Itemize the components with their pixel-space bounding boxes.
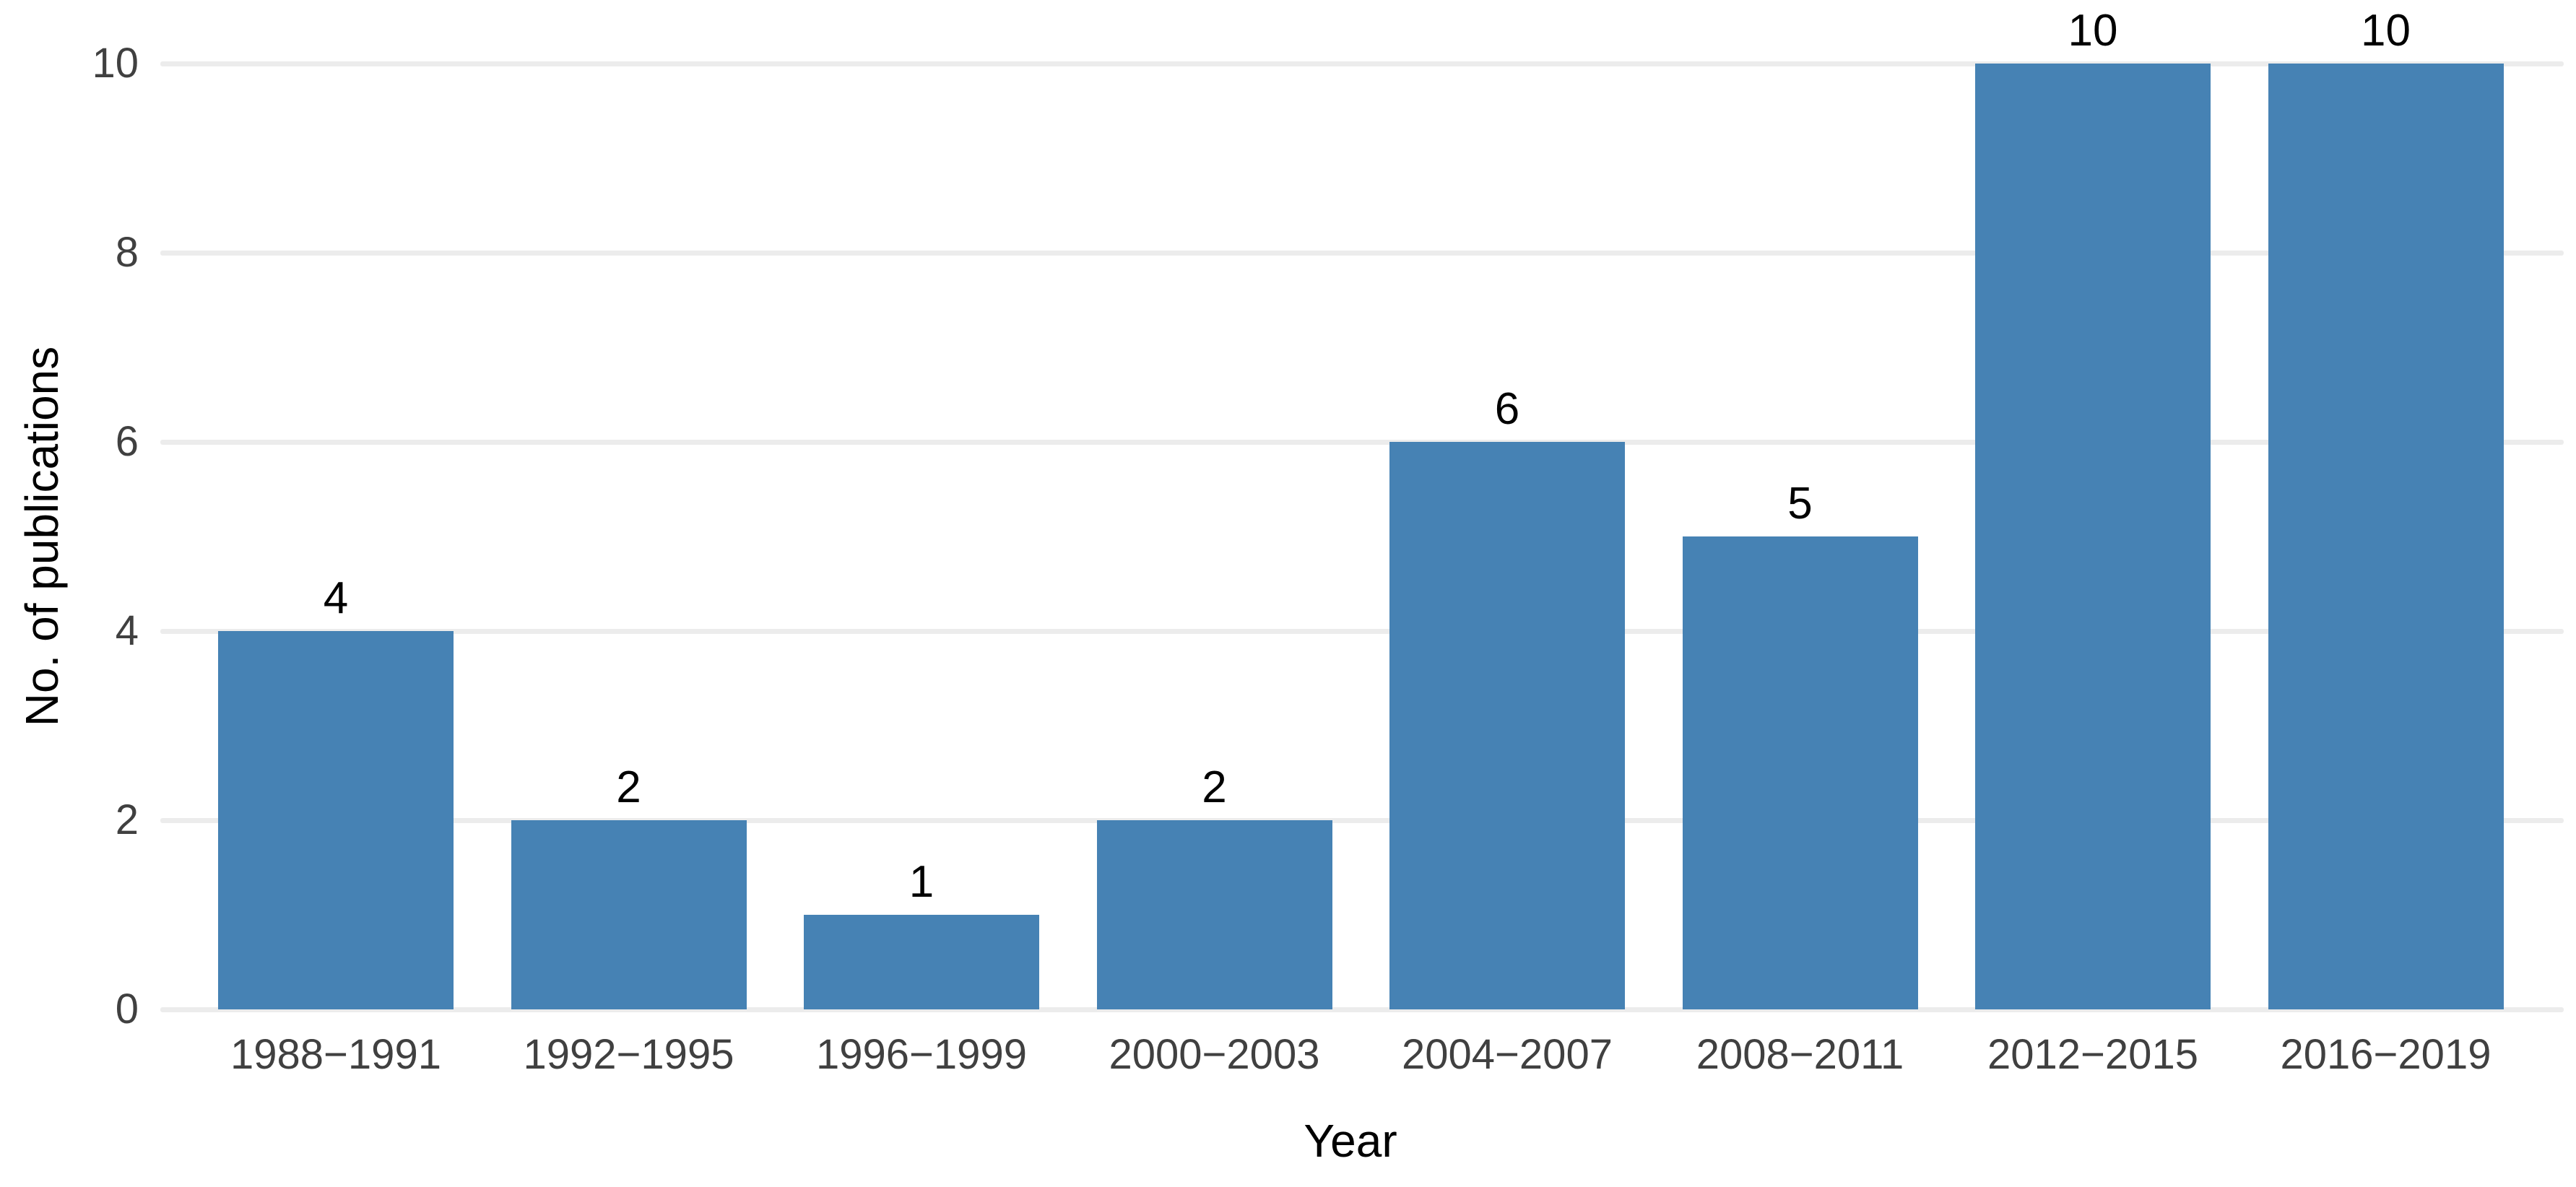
bar-2016−2019: [2268, 64, 2504, 1009]
bar-2004−2007: [1389, 442, 1625, 1009]
bar-1992−1995: [511, 820, 747, 1009]
gridline-y-6: [160, 439, 2564, 445]
bar-value-label: 10: [2361, 6, 2411, 56]
x-axis-title: Year: [1304, 1115, 1397, 1167]
x-tick-label: 2000−2003: [1109, 1031, 1320, 1078]
bar-value-label: 10: [2068, 6, 2118, 56]
x-axis-ticks: 1988−1991 1992−1995 1996−1999 2000−2003 2004…: [160, 1034, 2564, 1084]
y-axis-ticks: 0 2 4 6 8 10: [0, 43, 139, 1030]
bar-value-label: 1: [908, 857, 934, 907]
x-tick-label: 1996−1999: [816, 1031, 1027, 1078]
x-tick-label: 2008−2011: [1696, 1031, 1904, 1078]
bar-1988−1991: [218, 631, 454, 1009]
x-tick-label: 2012−2015: [1987, 1031, 2198, 1078]
y-tick-label: 4: [115, 607, 139, 654]
y-tick-label: 6: [115, 418, 139, 465]
bar-value-label: 4: [323, 573, 349, 623]
y-tick-label: 8: [115, 229, 139, 276]
plot-panel: 4 2 1 2 6 5 10 10: [160, 9, 2564, 1012]
bar-value-label: 6: [1494, 384, 1520, 434]
y-tick-label: 2: [115, 796, 139, 843]
gridline-y-4: [160, 628, 2564, 634]
bar-2008−2011: [1682, 536, 1918, 1009]
x-tick-label: 1992−1995: [523, 1031, 734, 1078]
bar-value-label: 2: [1202, 762, 1227, 812]
bar-value-label: 5: [1787, 479, 1813, 529]
x-tick-label: 2004−2007: [1402, 1031, 1613, 1078]
gridline-y-0: [160, 1006, 2564, 1012]
bar-1996−1999: [804, 915, 1039, 1009]
x-tick-label: 1988−1991: [230, 1031, 441, 1078]
y-tick-label: 10: [92, 40, 139, 87]
y-tick-label: 0: [115, 986, 139, 1032]
gridline-y-8: [160, 250, 2564, 256]
bar-value-label: 2: [616, 762, 641, 812]
bar-2012−2015: [1975, 64, 2211, 1009]
x-tick-label: 2016−2019: [2280, 1031, 2492, 1078]
gridline-y-10: [160, 61, 2564, 66]
bar-2000−2003: [1096, 820, 1332, 1009]
gridline-y-2: [160, 817, 2564, 823]
